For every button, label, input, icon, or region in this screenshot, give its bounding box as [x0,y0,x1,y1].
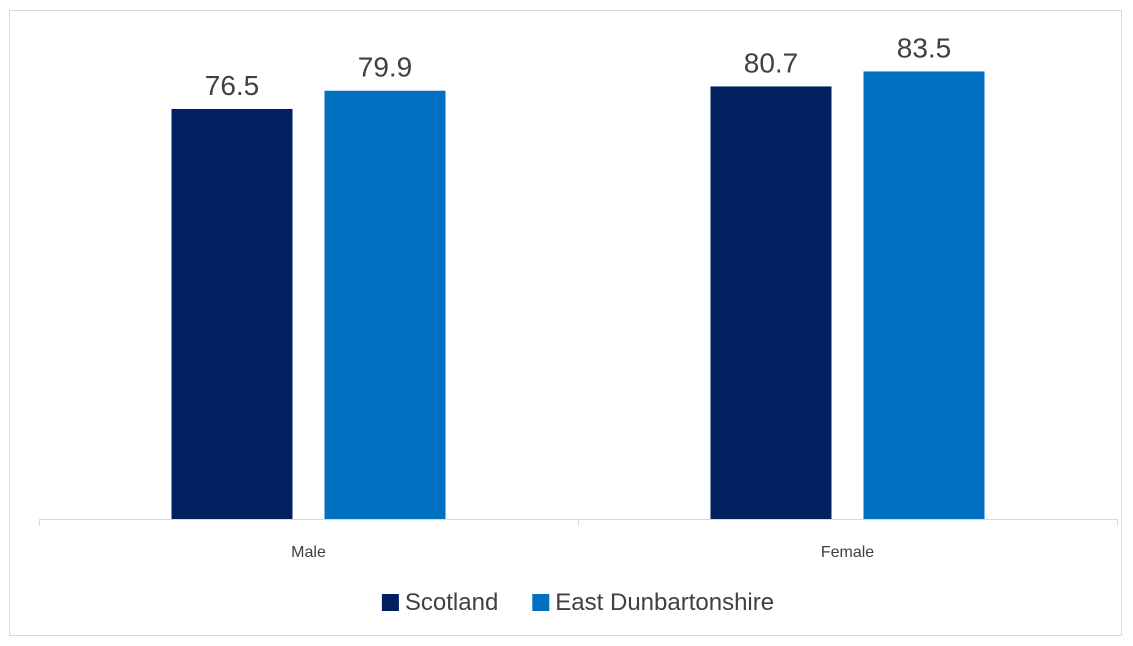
data-label-east-dunbartonshire-female: 83.5 [897,32,952,63]
x-tick-label-male: Male [291,544,326,561]
legend-swatch [381,594,399,611]
legend-item-scotland: Scotland [381,589,498,616]
data-label-scotland-male: 76.5 [205,70,260,101]
data-label-scotland-female: 80.7 [744,47,799,78]
x-axis: Male Female [39,519,1118,561]
data-label-east-dunbartonshire-male: 79.9 [358,52,413,83]
legend-label: East Dunbartonshire [555,589,774,616]
legend-item-east-dunbartonshire: East Dunbartonshire [532,589,774,616]
bar-scotland-female [710,86,832,519]
bar-east-dunbartonshire-male [324,90,446,520]
x-tick-label-female: Female [821,544,874,561]
data-labels-layer: 76.5 79.9 80.7 83.5 [205,32,952,101]
legend: Scotland East Dunbartonshire [381,589,774,616]
bars-layer [171,71,985,520]
legend-swatch [532,594,550,611]
legend-label: Scotland [405,589,498,616]
bar-scotland-male [171,108,293,520]
bar-east-dunbartonshire-female [863,71,985,519]
